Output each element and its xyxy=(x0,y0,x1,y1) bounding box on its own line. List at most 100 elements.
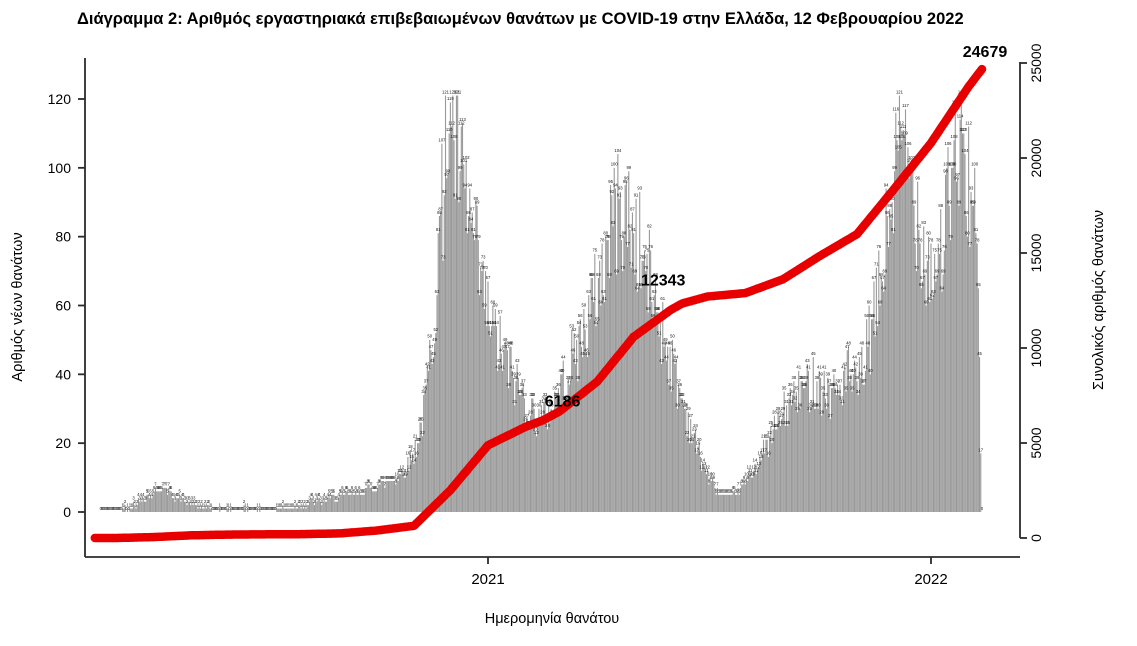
bar xyxy=(693,432,695,512)
bar xyxy=(955,181,958,512)
bar-value-label: 69 xyxy=(883,268,888,273)
bar-value-label: 6 xyxy=(153,485,156,490)
bar-value-label: 77 xyxy=(968,241,973,246)
bar xyxy=(505,346,507,512)
bar xyxy=(432,357,434,512)
bar xyxy=(642,260,644,512)
bar xyxy=(465,160,467,512)
bar-value-label: 9 xyxy=(390,475,393,480)
bar xyxy=(385,481,387,512)
bar xyxy=(629,229,631,512)
bar xyxy=(935,281,937,512)
bar xyxy=(476,205,478,512)
bar xyxy=(880,277,882,512)
bar xyxy=(546,429,549,512)
bar xyxy=(364,487,366,512)
bar-value-label: 93 xyxy=(618,186,623,191)
bar xyxy=(805,381,807,512)
bar xyxy=(495,326,498,512)
bar-value-label: 121 xyxy=(453,89,461,94)
bar xyxy=(537,425,539,512)
bottom-tick-label: 2022 xyxy=(914,571,947,588)
bar-value-label: 13 xyxy=(702,461,707,466)
bar-value-label: 112 xyxy=(965,120,972,125)
bar-value-label: 65 xyxy=(976,282,981,287)
bar-value-label: 76 xyxy=(648,244,653,249)
bar xyxy=(838,394,840,512)
bar xyxy=(919,243,921,513)
bar xyxy=(761,453,763,512)
bar-value-label: 5 xyxy=(736,489,739,494)
bar xyxy=(276,508,278,512)
bar-value-label: 3 xyxy=(319,495,322,500)
bar-value-label: 1 xyxy=(203,502,206,507)
bar xyxy=(832,388,834,512)
bar-value-label: 53 xyxy=(569,323,574,328)
bar-value-label: 7 xyxy=(369,482,372,487)
bar-value-label: 26 xyxy=(418,416,423,421)
bar-value-label: 0 xyxy=(272,506,275,511)
bar xyxy=(447,174,449,512)
bar xyxy=(182,498,184,512)
bar xyxy=(461,123,464,512)
bar xyxy=(394,481,396,512)
bar xyxy=(247,508,249,512)
bar-value-label: 1 xyxy=(244,502,247,507)
bar xyxy=(438,216,440,512)
bar-value-label: 1 xyxy=(123,502,126,507)
bar xyxy=(664,343,666,512)
bar xyxy=(137,498,139,512)
bar-value-label: 6 xyxy=(346,485,349,490)
bar xyxy=(355,491,357,512)
bar-value-label: 5 xyxy=(723,489,726,494)
bar-value-label: 5 xyxy=(348,489,351,494)
bar xyxy=(386,481,388,512)
bar-value-label: 5 xyxy=(720,489,723,494)
bar xyxy=(733,491,735,512)
bar xyxy=(514,405,516,512)
bar-value-label: 0 xyxy=(251,506,254,511)
bar-value-label: 9 xyxy=(747,475,750,480)
bar-value-label: 25 xyxy=(778,420,783,425)
bar xyxy=(874,336,876,512)
bar xyxy=(147,494,149,512)
bar-value-label: 0 xyxy=(119,506,122,511)
bar-value-label: 4 xyxy=(151,492,154,497)
right-tick-label: 5000 xyxy=(1028,427,1044,458)
bar-value-label: 18 xyxy=(408,444,413,449)
bar-value-label: 83 xyxy=(921,220,926,225)
bar-value-label: 44 xyxy=(561,354,566,359)
bar-value-label: 5 xyxy=(147,489,150,494)
bar xyxy=(435,333,437,512)
bar xyxy=(775,429,777,512)
bar xyxy=(688,443,691,512)
bar xyxy=(384,487,386,512)
bar-value-label: 5 xyxy=(738,489,741,494)
cumulative-line-layer xyxy=(90,64,987,543)
bar-value-label: 76 xyxy=(942,244,947,249)
bar-value-label: 5 xyxy=(363,489,366,494)
bar-value-label: 53 xyxy=(583,323,588,328)
bottom-tick-label: 2021 xyxy=(471,571,504,588)
bar xyxy=(379,484,381,512)
bar xyxy=(631,212,633,512)
bar-value-label: 25 xyxy=(768,420,773,425)
tick-labels-layer: 0204060801001200500010000150002000025000… xyxy=(48,43,1044,588)
bar xyxy=(787,425,789,512)
bar xyxy=(464,188,466,513)
bar-value-label: 99 xyxy=(626,165,631,170)
bar xyxy=(577,381,579,512)
bar-value-label: 14 xyxy=(700,458,705,463)
bar xyxy=(974,167,976,512)
bar xyxy=(684,408,686,512)
bar xyxy=(122,508,124,512)
bar xyxy=(414,439,416,512)
bar xyxy=(913,205,915,512)
bar-value-label: 4 xyxy=(327,492,330,497)
bar-value-label: 0 xyxy=(231,506,234,511)
bar-value-label: 43 xyxy=(805,358,810,363)
bar xyxy=(387,481,390,512)
bar-value-label: 40 xyxy=(849,368,854,373)
bar-value-label: 39 xyxy=(818,372,823,377)
bar xyxy=(750,477,752,512)
